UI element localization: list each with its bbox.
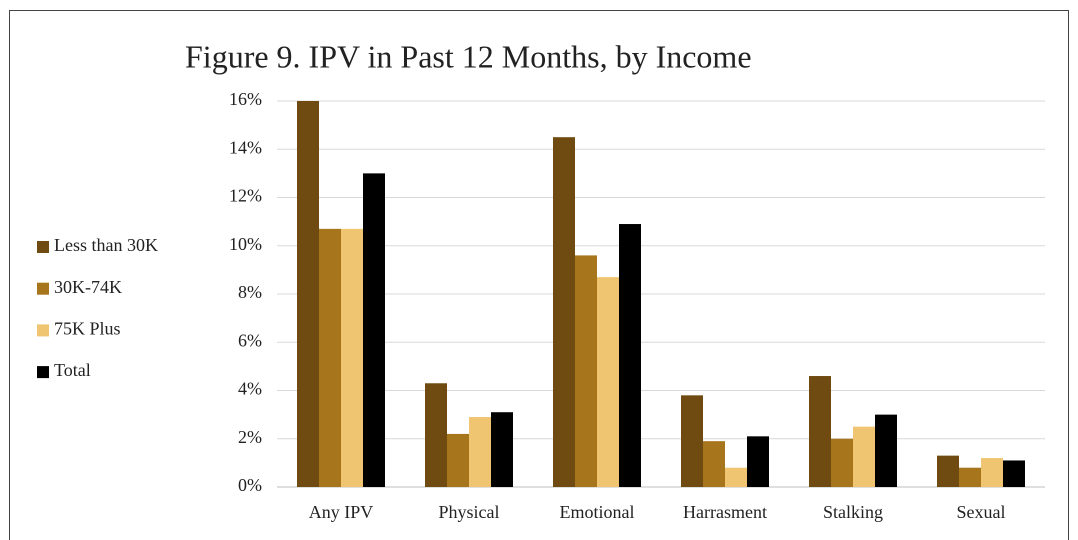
y-tick-label: 2% <box>238 427 262 447</box>
bar <box>297 101 319 487</box>
bar <box>575 255 597 487</box>
y-tick-label: 16% <box>229 89 262 109</box>
y-tick-label: 12% <box>229 186 262 206</box>
legend-label: Less than 30K <box>54 235 158 255</box>
x-tick-label: Sexual <box>957 502 1006 522</box>
bar <box>363 173 385 487</box>
bar <box>681 395 703 487</box>
y-tick-label: 10% <box>229 234 262 254</box>
bar <box>853 426 875 487</box>
y-tick-label: 0% <box>238 475 262 495</box>
bar <box>447 433 469 487</box>
legend-label: 75K Plus <box>54 319 121 339</box>
legend-label: 30K-74K <box>54 277 122 297</box>
chart-title: Figure 9. IPV in Past 12 Months, by Inco… <box>185 38 752 74</box>
y-tick-label: 4% <box>238 379 262 399</box>
bar <box>1003 460 1025 487</box>
bar <box>703 441 725 487</box>
bar <box>981 458 1003 487</box>
bar <box>425 383 447 487</box>
bar <box>469 417 491 487</box>
bar <box>597 277 619 487</box>
bar <box>319 228 341 488</box>
bar <box>959 467 981 487</box>
bar <box>341 228 363 488</box>
y-tick-label: 8% <box>238 282 262 302</box>
bar <box>725 467 747 487</box>
legend-label: Total <box>54 360 91 380</box>
bar <box>809 376 831 487</box>
legend-swatch <box>37 241 49 253</box>
x-tick-label: Any IPV <box>309 502 374 522</box>
x-tick-label: Stalking <box>823 502 883 522</box>
legend-swatch <box>37 282 49 295</box>
legend-swatch <box>37 324 49 337</box>
bar <box>831 438 853 487</box>
x-tick-label: Emotional <box>560 502 635 522</box>
bar <box>553 137 575 487</box>
y-tick-label: 14% <box>229 137 262 157</box>
bar <box>491 412 513 487</box>
chart-border <box>9 10 1069 540</box>
legend-swatch <box>37 366 49 379</box>
bar <box>937 455 959 487</box>
bar <box>619 224 641 487</box>
bar <box>747 436 769 487</box>
bar <box>875 414 897 487</box>
y-tick-label: 6% <box>238 330 262 350</box>
x-tick-label: Physical <box>439 502 500 522</box>
x-tick-label: Harrasment <box>683 502 767 522</box>
